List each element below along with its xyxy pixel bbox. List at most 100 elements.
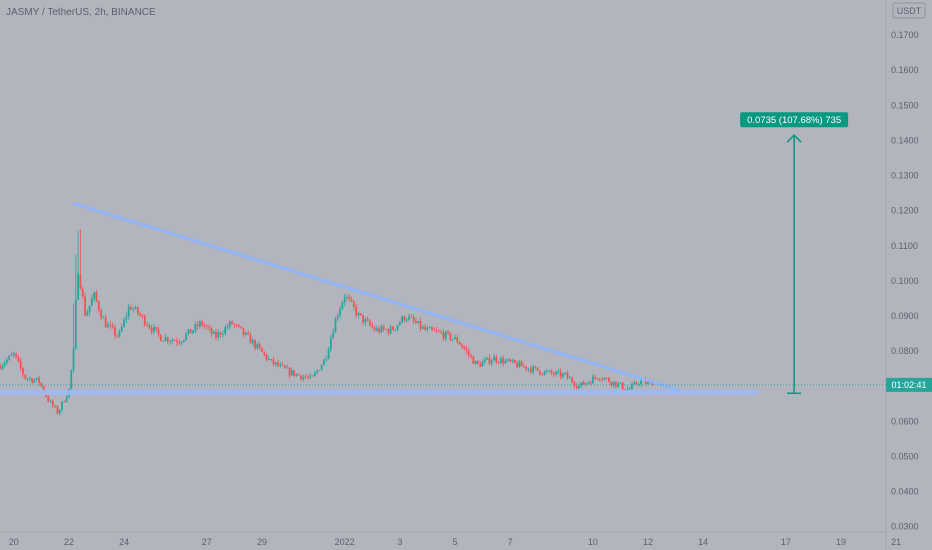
x-tick-label: 14: [698, 537, 708, 547]
candle-body: [263, 351, 266, 355]
candle-body: [318, 370, 321, 371]
candle-body: [212, 331, 215, 334]
candle-body: [293, 370, 296, 376]
candle-body: [380, 326, 383, 333]
last-price-countdown: 01:02:41: [891, 380, 926, 390]
candle-body: [463, 346, 466, 349]
candle-body: [284, 365, 286, 369]
candle-body: [148, 325, 151, 328]
candle-body: [139, 313, 142, 316]
y-tick-label: 0.1200: [891, 206, 919, 216]
candle-body: [474, 360, 477, 364]
candle-body: [279, 364, 282, 366]
candle-body: [495, 356, 498, 362]
candle-body: [472, 356, 475, 364]
candle-body: [47, 396, 50, 402]
candle-body: [274, 362, 277, 365]
candle-body: [235, 324, 238, 326]
candle-body: [520, 361, 523, 367]
candle-body: [79, 274, 82, 289]
candle-body: [118, 331, 121, 337]
measure-label: 0.0735 (107.68%) 735: [747, 115, 841, 126]
x-tick-label: 19: [836, 537, 846, 547]
candle-body: [417, 321, 420, 324]
candle-body: [295, 373, 298, 376]
candle-body: [88, 305, 91, 313]
candle-body: [171, 340, 174, 342]
candle-body: [111, 325, 114, 328]
candle-body: [143, 315, 146, 325]
time-axis[interactable]: 20 22 24 27 29 2022 3 5 7 10 12 14 17 19 21: [9, 537, 901, 547]
candle-body: [357, 313, 360, 316]
candle-body: [95, 292, 98, 302]
currency-badge-label: USDT: [897, 6, 922, 16]
candle-body: [19, 361, 22, 369]
candle-body: [555, 371, 557, 375]
candle-body: [65, 397, 68, 403]
candle-body: [591, 376, 594, 384]
candle-body: [231, 321, 233, 325]
candle-body: [557, 371, 560, 373]
y-tick-label: 0.0900: [891, 311, 919, 321]
candle-body: [155, 327, 158, 330]
candle-body: [398, 322, 401, 326]
candle-body: [240, 326, 243, 329]
candle-body: [486, 357, 489, 360]
candle-body: [545, 371, 548, 373]
candle-body: [226, 327, 229, 328]
candle-body: [247, 332, 250, 335]
candle-body: [272, 359, 275, 365]
candle-body: [543, 371, 546, 375]
candle-body: [451, 339, 454, 340]
x-tick-label: 5: [452, 537, 457, 547]
candle-body: [428, 327, 431, 329]
candle-body: [359, 313, 362, 316]
candle-body: [320, 364, 323, 371]
candle-body: [527, 368, 530, 370]
y-tick-label: 0.1000: [891, 276, 919, 286]
candle-body: [334, 318, 337, 333]
candle-body: [442, 332, 445, 339]
candle-body: [130, 306, 132, 310]
candle-body: [17, 357, 20, 362]
candle-body: [189, 329, 192, 334]
candle-body: [564, 372, 567, 374]
x-tick-label: 20: [9, 537, 19, 547]
candle-body: [573, 382, 576, 387]
candle-body: [594, 376, 597, 378]
candle-body: [224, 327, 227, 334]
y-tick-label: 0.1400: [891, 135, 919, 145]
x-tick-label: 21: [891, 537, 901, 547]
candle-body: [304, 376, 307, 378]
candle-body: [637, 384, 640, 385]
candle-body: [63, 401, 66, 403]
candle-body: [509, 359, 512, 362]
candle-body: [536, 367, 539, 371]
candle-body: [431, 327, 433, 330]
x-tick-label: 22: [64, 537, 74, 547]
candle-body: [72, 348, 75, 371]
descending-trendline[interactable]: [72, 202, 680, 392]
candle-body: [100, 310, 103, 318]
x-tick-label: 2022: [335, 537, 355, 547]
candle-body: [307, 377, 309, 379]
candle-body: [375, 328, 378, 331]
support-zone[interactable]: [0, 389, 759, 396]
candle-body: [22, 368, 24, 375]
candle-body: [93, 292, 96, 299]
candle-body: [339, 308, 341, 316]
candle-body: [205, 326, 208, 328]
candle-body: [265, 354, 268, 360]
price-axis[interactable]: 0.1700 0.1600 0.1500 0.1400 0.1300 0.1200 0.11…: [886, 30, 932, 532]
candle-body: [612, 381, 615, 386]
candle-body: [647, 381, 649, 384]
candle-body: [578, 385, 580, 388]
currency-badge[interactable]: USDT: [892, 2, 926, 19]
candle-body: [385, 329, 387, 331]
candle-body: [465, 348, 468, 351]
candle-body: [164, 337, 167, 341]
candle-body: [456, 337, 459, 343]
candle-body: [104, 317, 107, 328]
